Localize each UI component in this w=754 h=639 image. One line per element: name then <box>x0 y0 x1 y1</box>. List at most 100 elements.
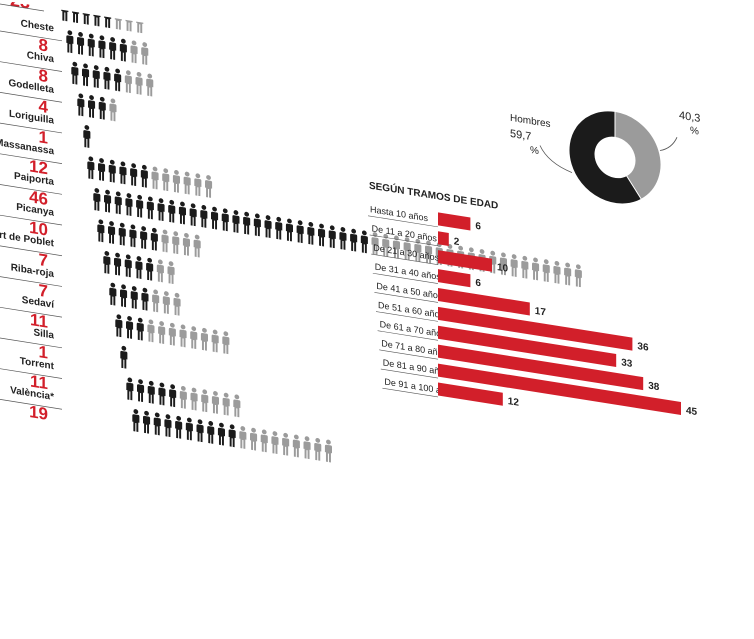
man-person-icon <box>264 214 272 239</box>
woman-person-icon <box>564 262 572 286</box>
town-name: Cheste <box>21 18 55 34</box>
man-person-icon <box>135 255 143 280</box>
bar-baseline <box>369 234 438 247</box>
age-bar <box>438 231 449 246</box>
bar-baseline <box>372 272 438 284</box>
woman-person-icon <box>193 234 201 258</box>
man-person-icon <box>217 422 225 446</box>
donut-slice-hombres <box>568 110 643 205</box>
town-value: 8 <box>39 66 48 86</box>
man-person-icon <box>211 206 219 230</box>
woman-person-icon <box>250 427 258 451</box>
man-person-icon <box>66 29 74 54</box>
bar-value-label: 36 <box>637 341 649 354</box>
woman-person-icon <box>314 437 322 461</box>
town-name: Chiva <box>27 50 55 65</box>
row-divider <box>0 337 62 349</box>
man-person-icon <box>147 380 155 404</box>
woman-person-icon <box>167 260 175 285</box>
town-value: 1 <box>39 342 49 362</box>
man-person-icon <box>339 226 347 251</box>
woman-person-icon <box>190 387 198 411</box>
man-person-icon <box>72 0 80 24</box>
row-divider <box>0 276 62 287</box>
man-person-icon <box>83 124 91 149</box>
man-person-icon <box>92 64 100 89</box>
man-person-icon <box>98 34 106 59</box>
woman-person-icon <box>147 318 155 343</box>
woman-person-icon <box>222 330 230 355</box>
man-person-icon <box>114 68 122 92</box>
man-person-icon <box>150 227 158 251</box>
woman-person-icon <box>141 41 149 66</box>
bar-value-label: 33 <box>621 357 633 370</box>
man-person-icon <box>71 61 79 85</box>
town-name: Silla <box>33 327 54 341</box>
woman-person-icon <box>146 73 154 97</box>
donut-slice-mujeres <box>614 110 662 200</box>
age-bar <box>438 325 617 367</box>
town-value-cropped: 23 <box>10 0 30 13</box>
row-divider <box>0 30 62 42</box>
bar-value-label: 6 <box>475 221 481 233</box>
town-value: 7 <box>39 250 48 270</box>
age-bar <box>438 382 503 406</box>
town-value: 11 <box>30 372 48 394</box>
man-person-icon <box>296 219 304 244</box>
man-person-icon <box>126 376 134 401</box>
woman-person-icon <box>156 259 164 283</box>
man-person-icon <box>360 229 368 254</box>
woman-person-icon <box>303 435 311 460</box>
town-value: 8 <box>39 35 48 55</box>
woman-person-icon <box>542 258 550 283</box>
town-value: 46 <box>29 187 48 209</box>
woman-person-icon <box>205 174 213 199</box>
man-person-icon <box>275 216 283 240</box>
woman-person-icon <box>172 169 180 193</box>
bar-value-label: 38 <box>648 381 660 394</box>
man-person-icon <box>189 202 197 227</box>
woman-person-icon <box>158 320 166 345</box>
leader-hombres <box>539 145 573 173</box>
woman-person-icon <box>135 71 143 95</box>
town-value: 7 <box>39 281 48 301</box>
woman-person-icon <box>130 39 138 64</box>
man-person-icon <box>207 420 215 444</box>
woman-person-icon <box>162 167 170 192</box>
man-person-icon <box>119 38 127 62</box>
row-divider <box>0 122 62 134</box>
age-bar <box>438 363 681 416</box>
man-person-icon <box>125 192 133 217</box>
woman-person-icon <box>239 425 247 450</box>
woman-person-icon <box>222 392 230 416</box>
man-person-icon <box>228 423 236 448</box>
man-person-icon <box>130 285 138 310</box>
man-person-icon <box>350 228 358 252</box>
man-person-icon <box>118 222 126 246</box>
town-value: 4 <box>39 97 49 117</box>
man-person-icon <box>115 313 123 338</box>
woman-person-icon <box>182 232 190 256</box>
man-person-icon <box>98 157 106 182</box>
woman-person-icon <box>553 260 561 284</box>
man-person-icon <box>157 197 165 222</box>
woman-person-icon <box>114 6 122 30</box>
man-person-icon <box>61 0 69 22</box>
man-person-icon <box>82 1 90 25</box>
man-person-icon <box>114 252 122 276</box>
row-divider <box>0 3 44 12</box>
man-person-icon <box>77 92 85 117</box>
town-name: Sedaví <box>22 295 55 311</box>
woman-person-icon <box>260 428 268 453</box>
man-person-icon <box>243 211 251 235</box>
town-row: València*19 <box>0 385 332 463</box>
bar-value-label: 6 <box>475 278 481 290</box>
row-divider <box>0 153 62 164</box>
